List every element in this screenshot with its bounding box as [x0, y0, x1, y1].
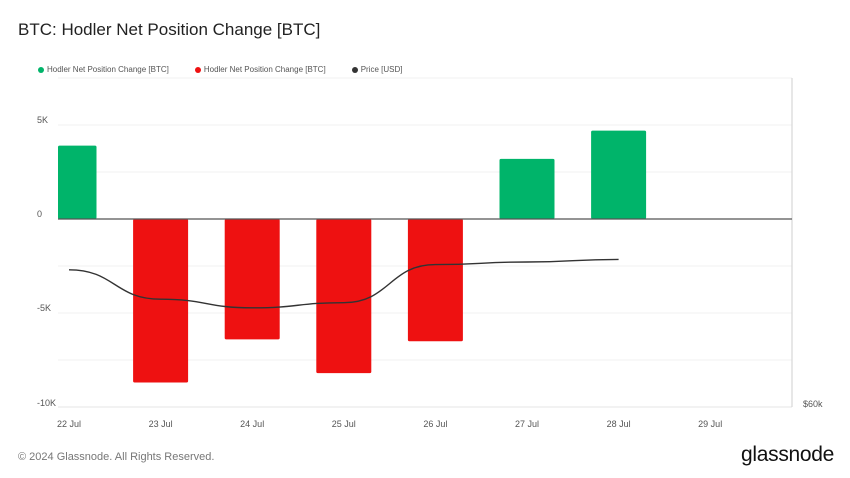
legend: Hodler Net Position Change [BTC] Hodler …: [38, 65, 402, 74]
bar: [407, 219, 463, 342]
x-tick-label: 28 Jul: [607, 419, 631, 429]
bar: [591, 130, 647, 219]
bar: [58, 145, 97, 219]
bar: [224, 219, 280, 340]
legend-dot: [38, 66, 44, 73]
legend-label: Price [USD]: [360, 65, 403, 74]
y2-tick-label: $60k: [803, 399, 823, 409]
x-tick-label: 27 Jul: [515, 419, 539, 429]
x-tick-label: 23 Jul: [149, 419, 173, 429]
bar: [499, 158, 555, 219]
legend-dot: [351, 66, 358, 73]
legend-item-negative[interactable]: Hodler Net Position Change [BTC]: [194, 65, 326, 74]
legend-label: Hodler Net Position Change [BTC]: [203, 65, 326, 74]
y-tick-label: 5K: [37, 115, 48, 125]
x-tick-label: 29 Jul: [698, 419, 722, 429]
price-line: [68, 258, 619, 309]
x-tick-label: 25 Jul: [332, 419, 356, 429]
y-tick-label: -10K: [37, 398, 56, 408]
legend-item-positive[interactable]: Hodler Net Position Change [BTC]: [38, 65, 169, 74]
copyright: © 2024 Glassnode. All Rights Reserved.: [18, 451, 215, 463]
y-tick-label: -5K: [37, 303, 51, 313]
x-tick-label: 22 Jul: [57, 419, 81, 429]
bar: [133, 219, 189, 383]
x-tick-label: 24 Jul: [240, 419, 264, 429]
legend-item-price[interactable]: Price [USD]: [351, 65, 403, 74]
legend-dot: [194, 66, 201, 73]
glassnode-logo: glassnode: [741, 443, 835, 466]
bar: [316, 219, 372, 374]
y-tick-label: 0: [37, 209, 42, 219]
x-tick-label: 26 Jul: [423, 419, 447, 429]
legend-label: Hodler Net Position Change [BTC]: [47, 65, 169, 74]
chart-title: BTC: Hodler Net Position Change [BTC]: [18, 20, 321, 39]
